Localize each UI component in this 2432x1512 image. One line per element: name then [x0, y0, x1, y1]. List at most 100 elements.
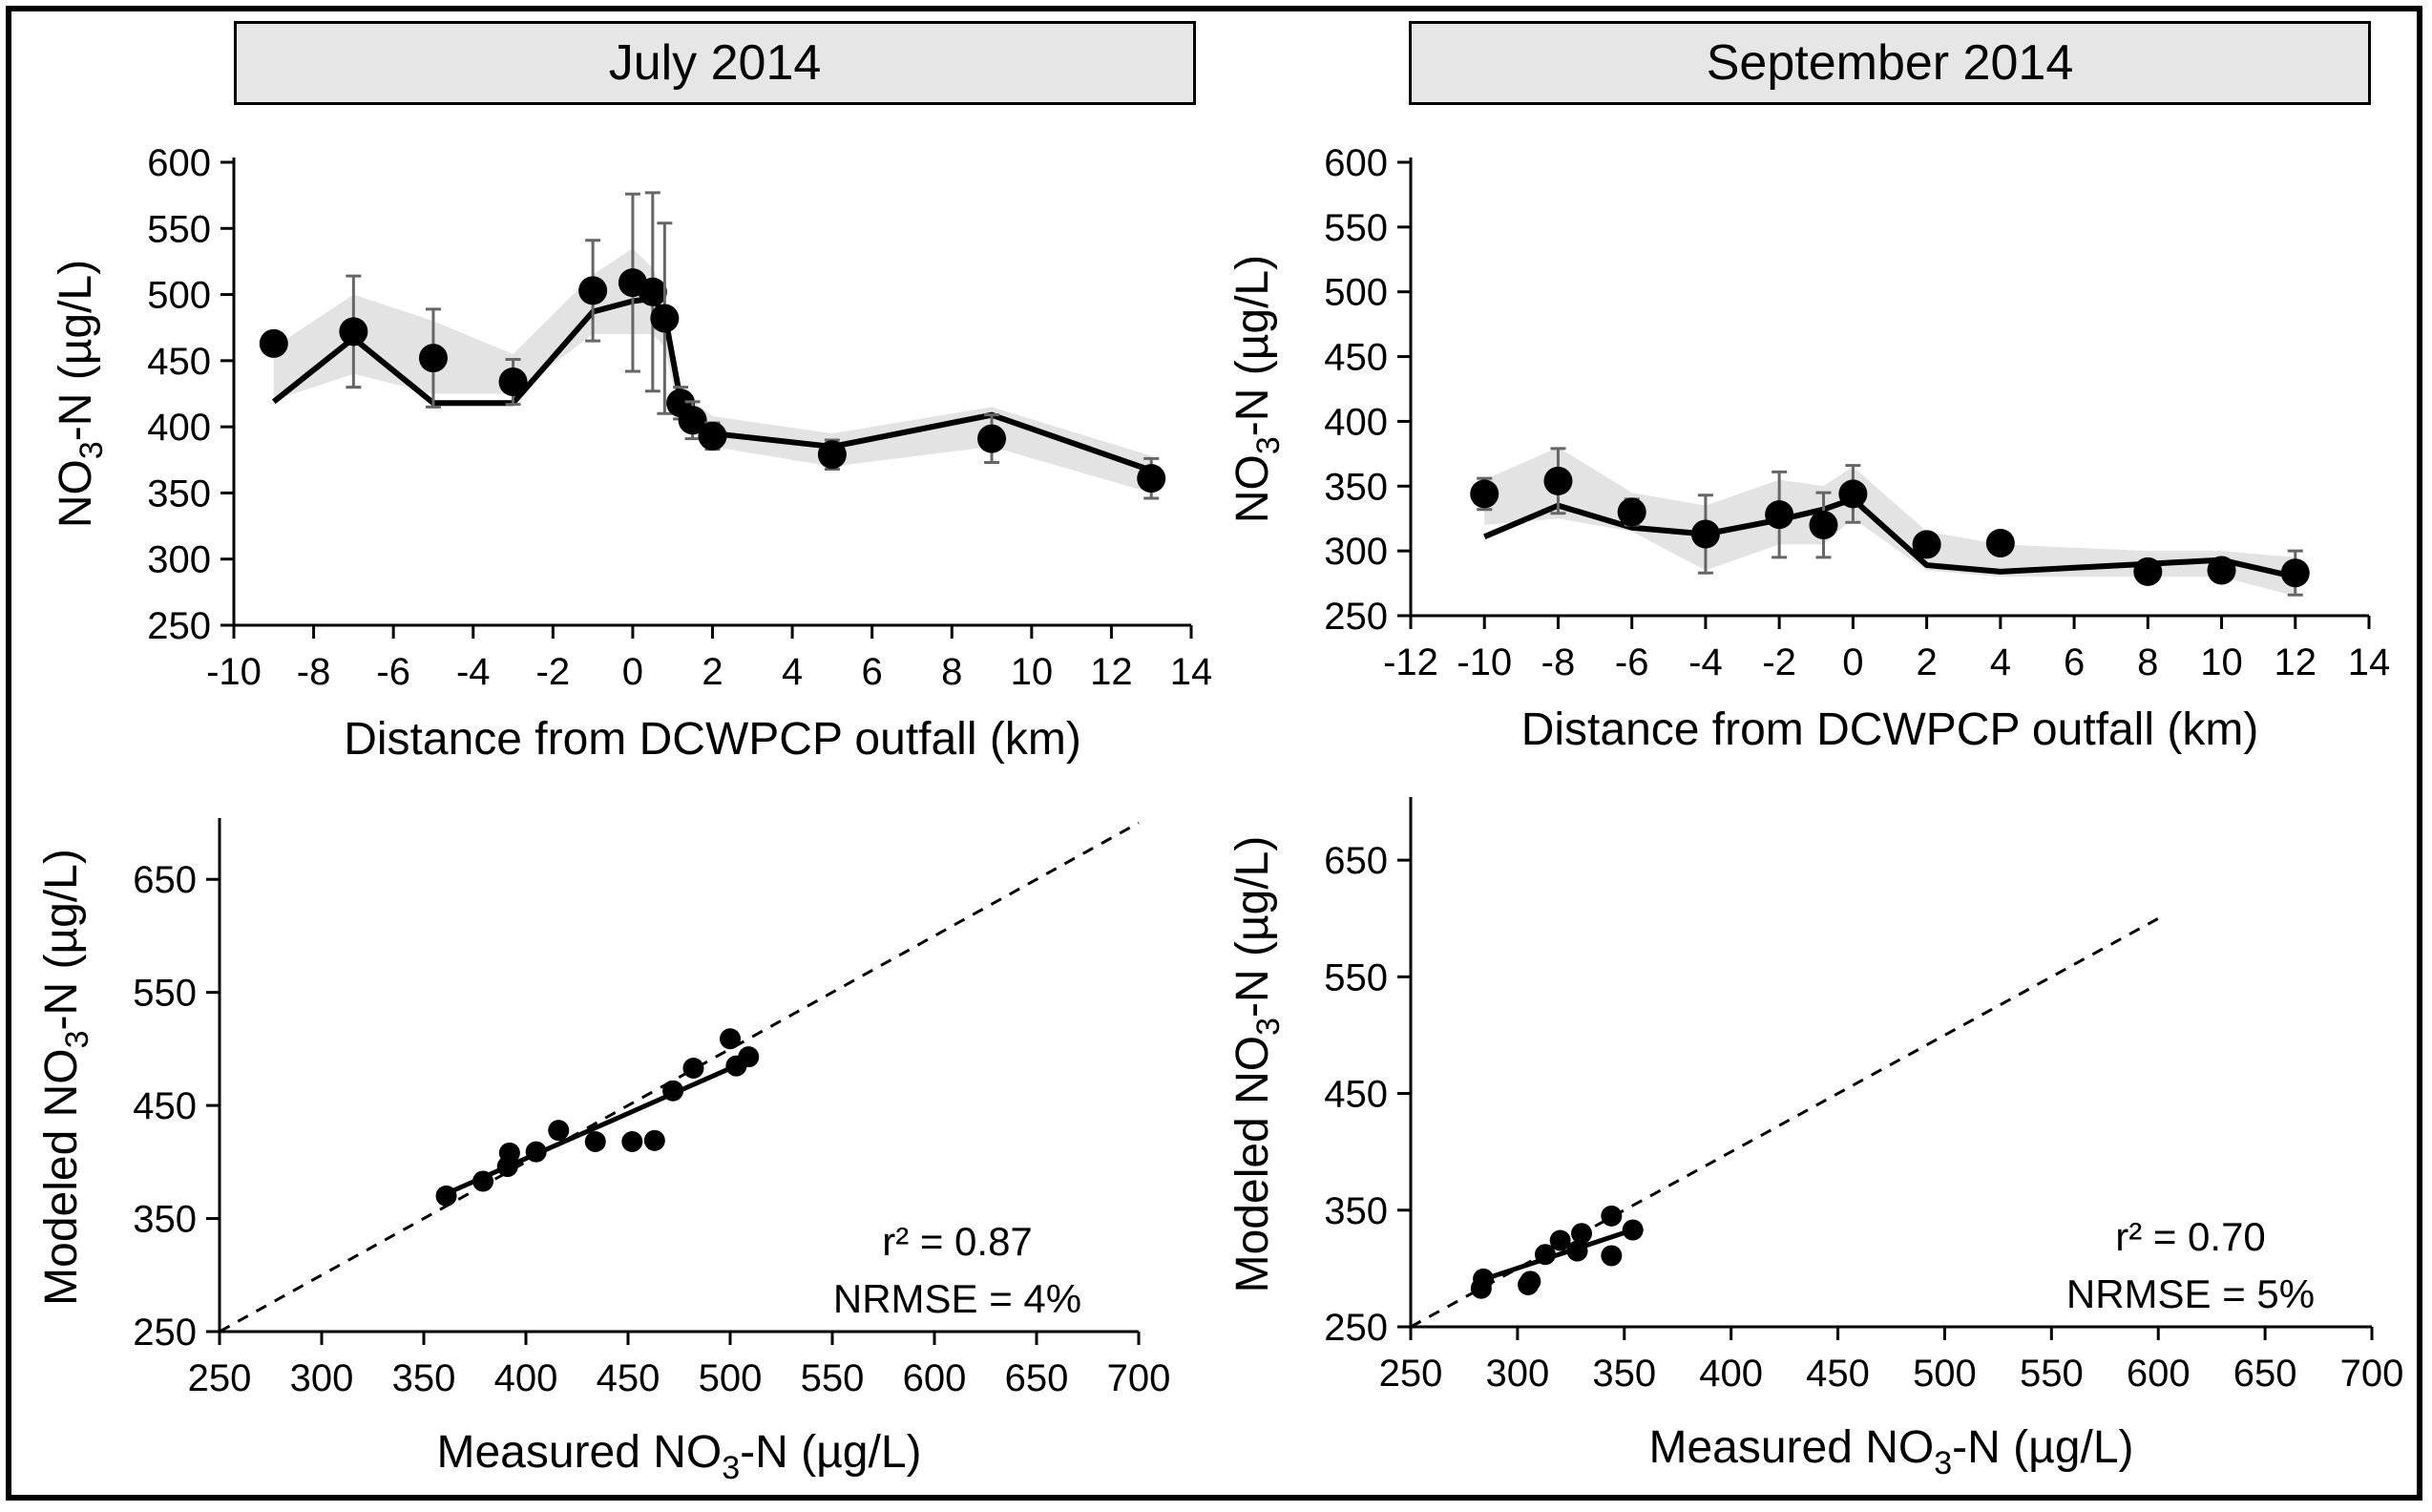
- july-scatter-x-label-tail: -N (µg/L): [740, 1427, 921, 1478]
- sept-profile-measured-point: [1765, 500, 1794, 530]
- sept-scatter-x-tick-label: 250: [1379, 1353, 1443, 1395]
- sept-scatter-x-tick-label: 500: [1913, 1353, 1977, 1395]
- july-scatter-y-tick-label: 350: [133, 1199, 197, 1241]
- july-profile-y-tick-label: 600: [147, 142, 211, 184]
- july-profile-measured-point: [259, 328, 288, 358]
- sept-scatter-y-tick-label: 350: [1324, 1190, 1388, 1232]
- sept-scatter-point: [1520, 1270, 1541, 1292]
- july-scatter-fit-line: [445, 1058, 750, 1196]
- july-profile-y-label-tail: -N (µg/L): [51, 260, 101, 441]
- sept-scatter-x-tick-label: 400: [1699, 1353, 1763, 1395]
- july-scatter-point: [548, 1120, 570, 1142]
- sept-scatter-y-tick-label: 650: [1324, 840, 1388, 882]
- july-profile-x-tick-label: -10: [206, 651, 262, 693]
- sept-profile-x-tick-label: -10: [1457, 641, 1512, 683]
- sept-profile-measured-point: [1838, 479, 1868, 509]
- july-profile-x-tick-label: -6: [376, 651, 410, 693]
- sept-scatter-x-label-main: Measured NO: [1648, 1422, 1934, 1473]
- sept-scatter-x-tick-label: 350: [1592, 1353, 1656, 1395]
- july-profile-x-tick-label: -8: [297, 651, 331, 693]
- july-profile-x-tick-label: 6: [862, 651, 883, 693]
- july-scatter-x-tick-label: 450: [597, 1357, 660, 1399]
- sept-scatter-point: [1601, 1205, 1623, 1227]
- july-profile-x-tick-label: 8: [941, 651, 962, 693]
- july-scatter-point: [525, 1141, 547, 1163]
- sept-scatter-y-label-sub: 3: [1250, 1018, 1287, 1036]
- sept-profile-x-tick-label: 12: [2275, 641, 2317, 683]
- july-scatter-y-tick-label: 450: [133, 1085, 197, 1127]
- sept-profile-y-tick-label: 600: [1324, 142, 1388, 184]
- panel-title-september: September 2014: [1409, 21, 2371, 105]
- sept-scatter-y-tick-label: 250: [1324, 1307, 1388, 1349]
- july-scatter-x-tick-label: 500: [699, 1357, 763, 1399]
- sept-profile-measured-point: [1985, 529, 2015, 557]
- july-scatter-r2-label: r² = 0.87: [882, 1219, 1033, 1264]
- sept-scatter-point: [1601, 1245, 1623, 1267]
- sept-profile-y-tick-label: 400: [1324, 401, 1388, 443]
- sept-profile-measured-point: [2133, 556, 2163, 586]
- july-profile-measured-point: [498, 368, 528, 397]
- july-scatter-x-tick-label: 700: [1107, 1357, 1171, 1399]
- sept-profile-x-tick-label: -4: [1688, 641, 1723, 683]
- sept-profile-x-tick-label: 0: [1842, 641, 1863, 683]
- sept-scatter-x-tick-label: 300: [1486, 1353, 1550, 1395]
- sept-profile-y-tick-label: 350: [1324, 466, 1388, 508]
- july-profile-x-tick-label: -2: [536, 651, 571, 693]
- sept-profile-y-label-tail: -N (µg/L): [1227, 255, 1278, 436]
- july-scatter-nrmse-label: NRMSE = 4%: [833, 1276, 1081, 1321]
- july-profile-x-tick-label: 0: [622, 651, 643, 693]
- sept-profile-x-label: Distance from DCWPCP outfall (km): [1521, 704, 2259, 755]
- sept-scatter-point: [1534, 1244, 1556, 1266]
- july-profile-y-label-sub: 3: [73, 441, 110, 459]
- sept-profile-measured-point: [1912, 530, 1941, 559]
- sept-profile-measured-point: [2207, 556, 2236, 585]
- july-profile-y-tick-label: 300: [147, 539, 211, 581]
- sept-scatter-y-tick-label: 450: [1324, 1074, 1388, 1116]
- july-profile-measured-point: [638, 277, 667, 306]
- july-scatter-x-tick-label: 400: [494, 1357, 558, 1399]
- july-scatter-point: [662, 1080, 684, 1102]
- sept-profile-x-tick-label: -8: [1541, 641, 1576, 683]
- july-scatter-x-tick-label: 350: [392, 1357, 456, 1399]
- july-scatter-x-label: Measured NO3-N (µg/L): [436, 1427, 921, 1486]
- july-profile-y-tick-label: 250: [147, 605, 211, 647]
- sept-scatter-x-tick-label: 600: [2127, 1353, 2191, 1395]
- july-profile-measured-point: [698, 421, 727, 451]
- sept-profile-measured-point: [1617, 497, 1646, 527]
- sept-scatter-x-tick-label: 450: [1806, 1353, 1870, 1395]
- july-profile-x-tick-label: 12: [1090, 651, 1133, 693]
- july-scatter-point: [738, 1046, 760, 1068]
- july-scatter-x-label-main: Measured NO: [436, 1427, 722, 1478]
- july-profile-measured-point: [977, 424, 1007, 453]
- sept-scatter-r2-label: r² = 0.70: [2115, 1214, 2266, 1259]
- sept-profile-measured-point: [1809, 511, 1838, 539]
- sept-profile-x-tick-label: 4: [1990, 641, 2011, 683]
- sept-scatter-nrmse-label: NRMSE = 5%: [2066, 1271, 2315, 1316]
- sept-profile-measured-point: [1690, 519, 1720, 549]
- july-profile-uncertainty-band: [273, 248, 1152, 494]
- sept-scatter-x-tick-label: 650: [2233, 1353, 2297, 1395]
- july-profile-measured-point: [418, 344, 448, 373]
- july-scatter-point: [584, 1131, 606, 1153]
- sept-profile-x-tick-label: -2: [1762, 641, 1796, 683]
- july-scatter-point: [435, 1185, 457, 1207]
- july-scatter-y-label-sub: 3: [59, 1030, 95, 1048]
- figure-frame: [6, 6, 2422, 1501]
- july-scatter-y-label-main: Modeled NO: [36, 1048, 87, 1305]
- sept-profile-x-tick-label: 6: [2064, 641, 2085, 683]
- sept-scatter-x-tick-label: 550: [2020, 1353, 2084, 1395]
- sept-profile-x-tick-label: 10: [2200, 641, 2243, 683]
- july-scatter-x-label-sub: 3: [722, 1450, 740, 1486]
- sept-profile-y-tick-label: 550: [1324, 207, 1388, 249]
- sept-profile-y-tick-label: 250: [1324, 596, 1388, 638]
- july-scatter-identity-line: [219, 821, 1140, 1334]
- sept-scatter-point: [1566, 1240, 1588, 1262]
- july-scatter-x-tick-label: 650: [1005, 1357, 1069, 1399]
- sept-profile-uncertainty-band: [1484, 447, 2296, 597]
- sept-profile-measured-point: [2280, 558, 2310, 588]
- sept-profile-x-tick-label: 14: [2348, 641, 2391, 683]
- july-scatter-y-tick-label: 250: [133, 1312, 197, 1354]
- sept-scatter-y-label: Modeled NO3-N (µg/L): [1227, 836, 1287, 1293]
- sept-scatter-x-label-tail: -N (µg/L): [1952, 1422, 2133, 1473]
- sept-profile-x-tick-label: -12: [1383, 641, 1438, 683]
